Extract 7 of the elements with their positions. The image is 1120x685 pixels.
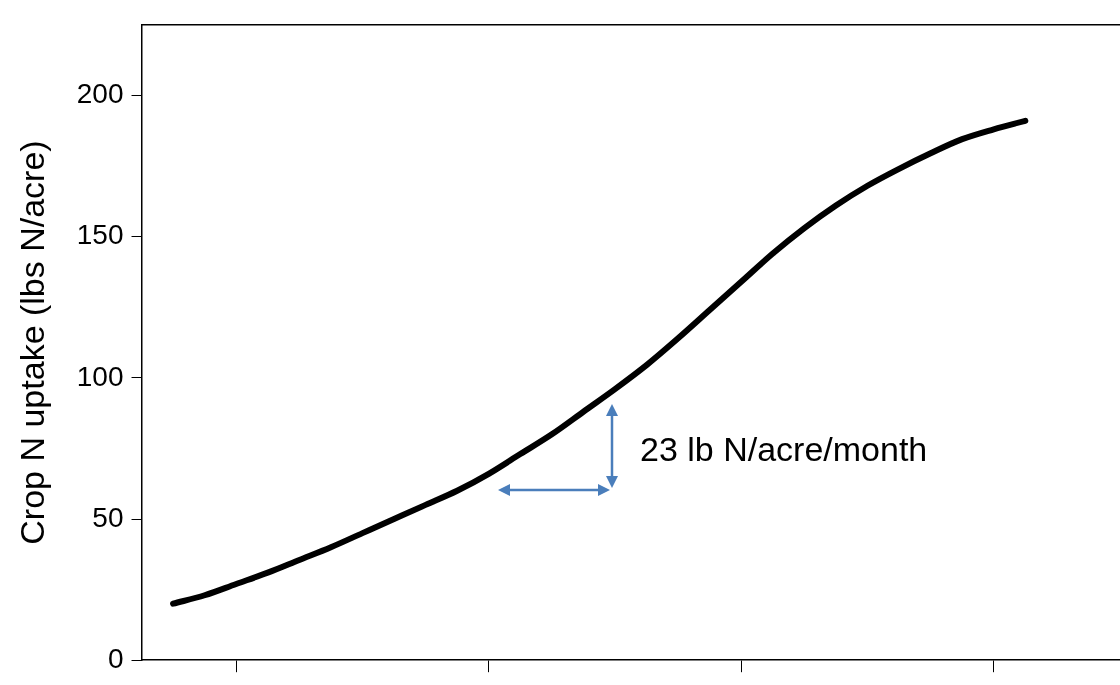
y-tick-label: 200 [76,78,124,110]
y-tick-label: 0 [107,642,124,674]
annotation: 23 lb N/acre/month [640,430,928,469]
y-tick-label: 50 [92,501,124,533]
y-axis-title: Crop N uptake (lbs N/acre) [12,140,51,545]
y-tick-label: 150 [76,219,124,251]
y-tick-label: 100 [76,360,124,392]
